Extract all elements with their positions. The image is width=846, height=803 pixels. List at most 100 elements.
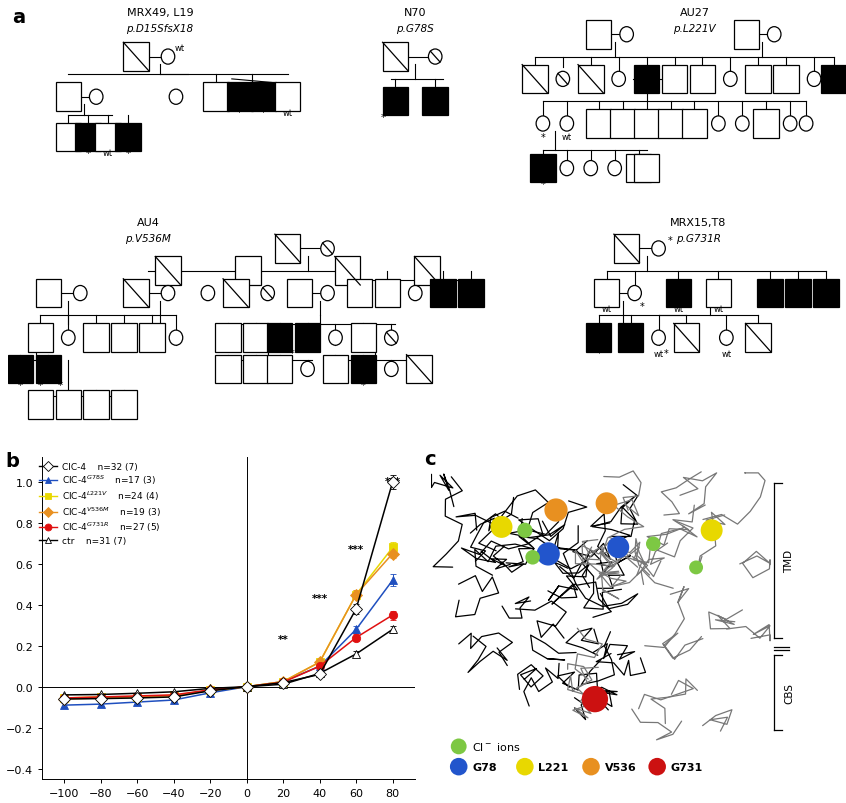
- Circle shape: [62, 331, 75, 346]
- Bar: [56, 124, 81, 152]
- Text: *: *: [664, 349, 669, 359]
- Bar: [530, 155, 556, 183]
- Circle shape: [807, 72, 821, 88]
- Bar: [406, 355, 432, 384]
- Bar: [459, 279, 484, 308]
- Bar: [522, 66, 547, 94]
- Text: ***: ***: [311, 593, 327, 603]
- Bar: [634, 66, 659, 94]
- Circle shape: [620, 27, 634, 43]
- Circle shape: [783, 116, 797, 132]
- Point: [541, 548, 555, 560]
- Legend: ClC-4    n=32 (7), ClC-4$^{G78S}$    n=17 (3), ClC-4$^{L221V}$    n=24 (4), ClC-: ClC-4 n=32 (7), ClC-4$^{G78S}$ n=17 (3),…: [40, 463, 161, 545]
- Bar: [275, 234, 300, 263]
- Circle shape: [201, 286, 215, 301]
- Bar: [266, 355, 293, 384]
- Circle shape: [584, 161, 597, 177]
- Text: p.G731R: p.G731R: [676, 234, 721, 243]
- Text: *: *: [18, 380, 23, 390]
- Bar: [578, 66, 603, 94]
- Text: p.G78S: p.G78S: [397, 24, 434, 34]
- Bar: [773, 66, 799, 94]
- Circle shape: [301, 362, 315, 377]
- Circle shape: [767, 27, 781, 43]
- Point: [612, 541, 625, 554]
- Text: AU4: AU4: [136, 218, 160, 228]
- Bar: [382, 43, 408, 71]
- Bar: [745, 66, 771, 94]
- Text: wt: wt: [103, 149, 113, 158]
- Bar: [634, 110, 659, 139]
- Circle shape: [720, 331, 733, 346]
- Circle shape: [169, 331, 183, 346]
- Point: [600, 497, 613, 510]
- Bar: [96, 124, 121, 152]
- Text: c: c: [424, 450, 436, 469]
- Bar: [243, 355, 268, 384]
- Bar: [56, 391, 81, 419]
- Bar: [266, 324, 293, 353]
- Bar: [610, 110, 635, 139]
- Bar: [657, 110, 684, 139]
- Circle shape: [711, 116, 725, 132]
- Text: *: *: [668, 235, 673, 245]
- Bar: [227, 84, 253, 112]
- Bar: [586, 110, 612, 139]
- Text: MRX49, L19: MRX49, L19: [127, 9, 194, 18]
- Circle shape: [385, 362, 398, 377]
- Bar: [322, 355, 349, 384]
- Text: AU27: AU27: [679, 9, 710, 18]
- Text: *: *: [261, 108, 266, 118]
- Bar: [115, 124, 141, 152]
- Text: TMD: TMD: [784, 549, 794, 573]
- Bar: [733, 21, 759, 50]
- Text: wt: wt: [283, 108, 293, 118]
- Bar: [112, 391, 137, 419]
- Bar: [203, 84, 228, 112]
- Bar: [155, 257, 181, 286]
- Bar: [275, 84, 300, 112]
- Circle shape: [169, 90, 183, 105]
- Circle shape: [608, 161, 622, 177]
- Text: *: *: [541, 132, 546, 143]
- Circle shape: [628, 286, 641, 301]
- Circle shape: [74, 286, 87, 301]
- Bar: [586, 21, 612, 50]
- Bar: [223, 279, 249, 308]
- Text: *: *: [541, 180, 546, 190]
- Bar: [350, 355, 376, 384]
- Text: *: *: [237, 108, 242, 118]
- Bar: [140, 324, 165, 353]
- Text: **: **: [277, 634, 288, 644]
- Bar: [287, 279, 312, 308]
- Text: *: *: [640, 302, 645, 312]
- Circle shape: [261, 286, 274, 301]
- Text: *: *: [85, 149, 91, 158]
- Circle shape: [428, 50, 442, 65]
- Point: [585, 760, 598, 773]
- Bar: [36, 355, 61, 384]
- Text: *: *: [381, 112, 386, 123]
- Text: CBS: CBS: [784, 682, 794, 703]
- Text: Cl$^-$ ions: Cl$^-$ ions: [472, 740, 521, 752]
- Bar: [8, 355, 33, 384]
- Bar: [821, 66, 846, 94]
- Bar: [594, 279, 619, 308]
- Bar: [382, 88, 408, 116]
- Bar: [84, 324, 109, 353]
- Point: [526, 551, 540, 564]
- Point: [646, 538, 660, 551]
- Point: [705, 524, 718, 537]
- Bar: [813, 279, 839, 308]
- Bar: [350, 324, 376, 353]
- Bar: [415, 257, 440, 286]
- Bar: [84, 391, 109, 419]
- Point: [452, 760, 465, 773]
- Text: p.V536M: p.V536M: [125, 234, 171, 243]
- Circle shape: [612, 72, 625, 88]
- Bar: [706, 279, 731, 308]
- Text: G731: G731: [671, 762, 703, 772]
- Point: [518, 524, 531, 537]
- Bar: [347, 279, 372, 308]
- Bar: [634, 155, 659, 183]
